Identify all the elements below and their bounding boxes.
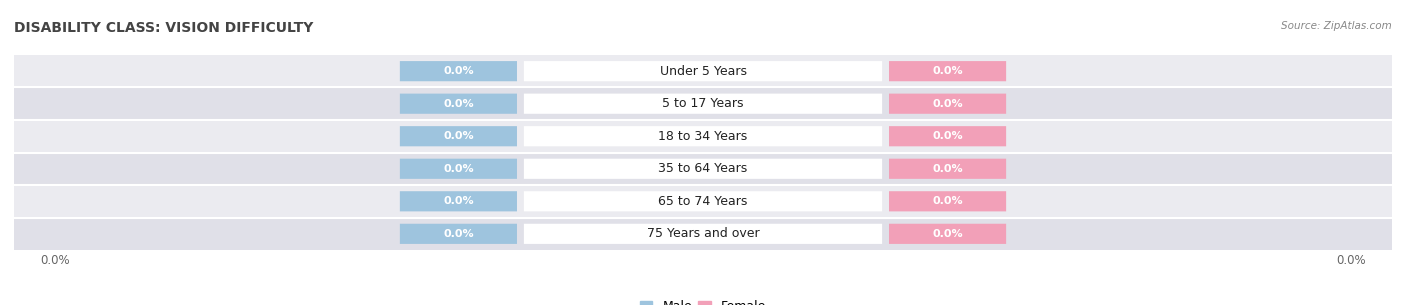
Text: DISABILITY CLASS: VISION DIFFICULTY: DISABILITY CLASS: VISION DIFFICULTY: [14, 21, 314, 35]
FancyBboxPatch shape: [889, 61, 1007, 81]
FancyBboxPatch shape: [399, 61, 517, 81]
FancyBboxPatch shape: [399, 94, 517, 114]
Bar: [14, 185, 1392, 217]
Text: 35 to 64 Years: 35 to 64 Years: [658, 162, 748, 175]
FancyBboxPatch shape: [399, 126, 517, 146]
FancyBboxPatch shape: [399, 159, 517, 179]
Text: 0.0%: 0.0%: [932, 196, 963, 206]
Text: 5 to 17 Years: 5 to 17 Years: [662, 97, 744, 110]
FancyBboxPatch shape: [524, 191, 882, 211]
FancyBboxPatch shape: [524, 61, 882, 81]
Text: 75 Years and over: 75 Years and over: [647, 227, 759, 240]
Legend: Male, Female: Male, Female: [636, 295, 770, 305]
FancyBboxPatch shape: [524, 224, 882, 244]
Text: 65 to 74 Years: 65 to 74 Years: [658, 195, 748, 208]
Text: 0.0%: 0.0%: [443, 196, 474, 206]
Text: 0.0%: 0.0%: [932, 131, 963, 141]
Text: 0.0%: 0.0%: [443, 164, 474, 174]
FancyBboxPatch shape: [399, 191, 517, 211]
Text: 0.0%: 0.0%: [443, 66, 474, 76]
FancyBboxPatch shape: [399, 224, 517, 244]
Text: 0.0%: 0.0%: [443, 131, 474, 141]
FancyBboxPatch shape: [889, 126, 1007, 146]
Text: 0.0%: 0.0%: [932, 99, 963, 109]
Text: 0.0%: 0.0%: [932, 229, 963, 239]
Text: 0.0%: 0.0%: [443, 99, 474, 109]
FancyBboxPatch shape: [889, 159, 1007, 179]
Bar: [14, 217, 1392, 250]
FancyBboxPatch shape: [889, 94, 1007, 114]
FancyBboxPatch shape: [889, 224, 1007, 244]
FancyBboxPatch shape: [889, 191, 1007, 211]
Text: 0.0%: 0.0%: [443, 229, 474, 239]
FancyBboxPatch shape: [524, 126, 882, 146]
Text: 0.0%: 0.0%: [932, 66, 963, 76]
Bar: [14, 55, 1392, 88]
Bar: [14, 88, 1392, 120]
Bar: [14, 152, 1392, 185]
Text: Under 5 Years: Under 5 Years: [659, 65, 747, 78]
Bar: [14, 120, 1392, 152]
Text: 18 to 34 Years: 18 to 34 Years: [658, 130, 748, 143]
Text: 0.0%: 0.0%: [932, 164, 963, 174]
Text: Source: ZipAtlas.com: Source: ZipAtlas.com: [1281, 21, 1392, 31]
FancyBboxPatch shape: [524, 94, 882, 114]
FancyBboxPatch shape: [524, 159, 882, 179]
